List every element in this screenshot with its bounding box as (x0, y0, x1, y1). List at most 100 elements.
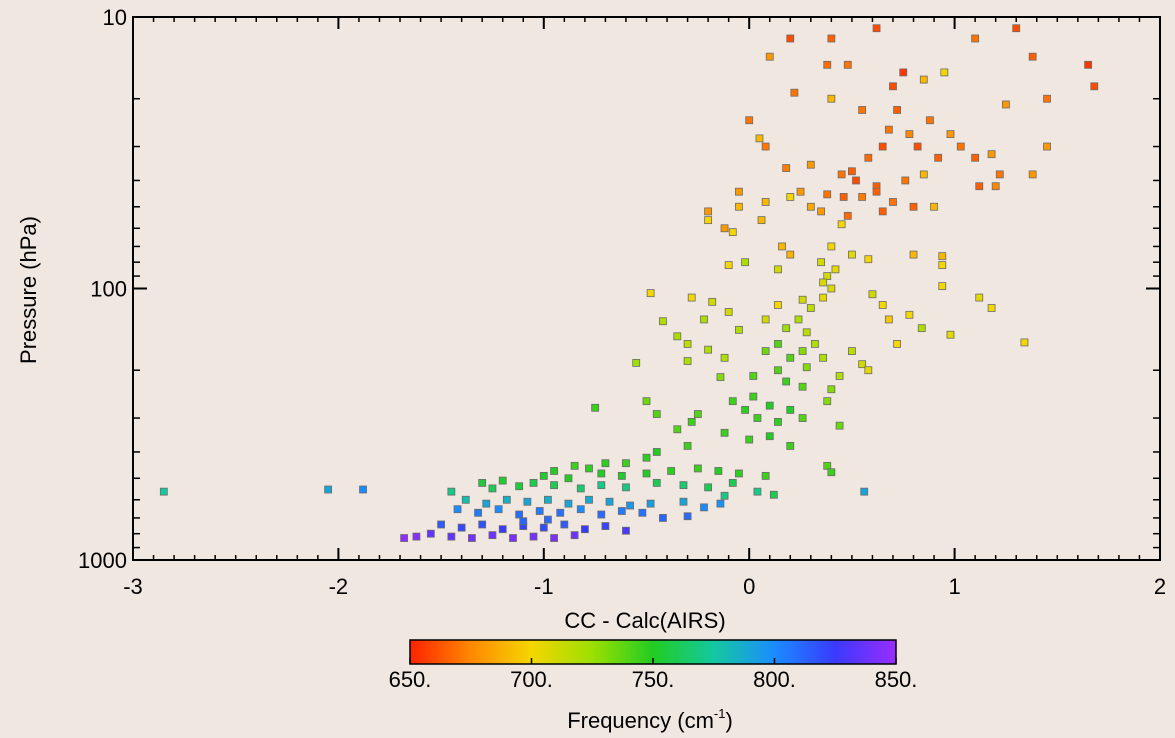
data-point (716, 499, 725, 508)
x-tick-label: -2 (329, 574, 349, 599)
data-point (622, 526, 630, 535)
data-point (819, 278, 828, 287)
data-point (700, 503, 708, 512)
data-point (848, 347, 856, 355)
data-point (700, 315, 708, 324)
data-point (868, 290, 877, 299)
points-layer (159, 24, 1099, 542)
data-point (617, 471, 626, 480)
data-point (638, 508, 647, 517)
x-tick-label: 2 (1154, 574, 1166, 599)
data-point (987, 150, 996, 159)
data-point (591, 403, 600, 412)
data-point (652, 478, 661, 487)
data-point (802, 328, 811, 337)
data-point (889, 82, 897, 91)
data-point (786, 353, 795, 362)
data-point (774, 340, 782, 348)
data-point (515, 510, 524, 519)
data-point (761, 471, 770, 480)
data-point (827, 94, 836, 103)
data-point (498, 525, 507, 534)
data-point (529, 478, 538, 487)
data-point (708, 297, 717, 306)
data-point (858, 106, 867, 114)
data-point (794, 315, 803, 324)
data-point (774, 265, 782, 274)
data-point (509, 534, 517, 542)
data-point (971, 34, 980, 43)
data-point (617, 507, 626, 515)
data-point (909, 202, 918, 211)
data-point (544, 515, 552, 524)
data-point (774, 301, 782, 309)
data-point (523, 497, 532, 506)
data-point (975, 293, 984, 302)
data-point (848, 250, 856, 259)
data-point (946, 130, 955, 139)
data-point (889, 198, 897, 206)
data-point (823, 190, 832, 199)
data-point (556, 508, 565, 517)
data-point (858, 360, 867, 369)
data-point (827, 242, 836, 251)
data-point (683, 357, 692, 365)
data-point (782, 377, 791, 386)
x-tick-label: 1 (948, 574, 960, 599)
data-point (946, 330, 955, 339)
data-point (529, 532, 538, 541)
data-point (837, 220, 846, 229)
data-point (324, 485, 333, 494)
data-point (909, 250, 918, 259)
data-point (852, 176, 860, 185)
data-point (550, 534, 558, 542)
data-point (741, 406, 749, 414)
data-point (683, 340, 692, 348)
data-point (683, 442, 692, 450)
data-point (159, 487, 168, 496)
data-point (819, 293, 828, 302)
data-point (693, 464, 702, 473)
data-point (728, 228, 737, 237)
data-point (687, 418, 696, 426)
data-point (704, 483, 713, 492)
data-point (806, 202, 815, 211)
data-point (823, 60, 832, 69)
data-point (597, 510, 606, 519)
data-point (831, 265, 840, 274)
colorbar-title: Frequency (cm-1) (567, 706, 733, 733)
data-point (498, 476, 507, 485)
data-point (839, 193, 848, 201)
data-point (728, 397, 737, 406)
data-point (704, 216, 713, 225)
data-point (899, 68, 908, 77)
data-point (1043, 142, 1051, 151)
data-point (622, 459, 630, 468)
data-point (1028, 170, 1037, 179)
data-point (782, 164, 791, 172)
data-point (741, 258, 749, 267)
data-point (673, 425, 682, 434)
data-point (622, 483, 630, 492)
data-point (585, 464, 593, 473)
data-point (679, 497, 688, 506)
data-point (515, 482, 524, 491)
data-point (817, 258, 825, 267)
data-point (724, 261, 733, 270)
data-point (704, 345, 713, 354)
data-point (823, 397, 832, 406)
data-point (667, 467, 676, 475)
data-point (806, 160, 815, 169)
data-point (774, 366, 782, 375)
data-point (539, 471, 548, 480)
data-point (642, 453, 651, 462)
data-point (765, 432, 774, 441)
data-point (769, 490, 778, 499)
y-tick-label: 1000 (78, 548, 127, 573)
data-point (798, 347, 807, 355)
data-point (905, 130, 914, 139)
data-point (626, 501, 634, 510)
colorbar-title-text: Frequency (cm (567, 708, 714, 733)
data-point (878, 207, 887, 216)
